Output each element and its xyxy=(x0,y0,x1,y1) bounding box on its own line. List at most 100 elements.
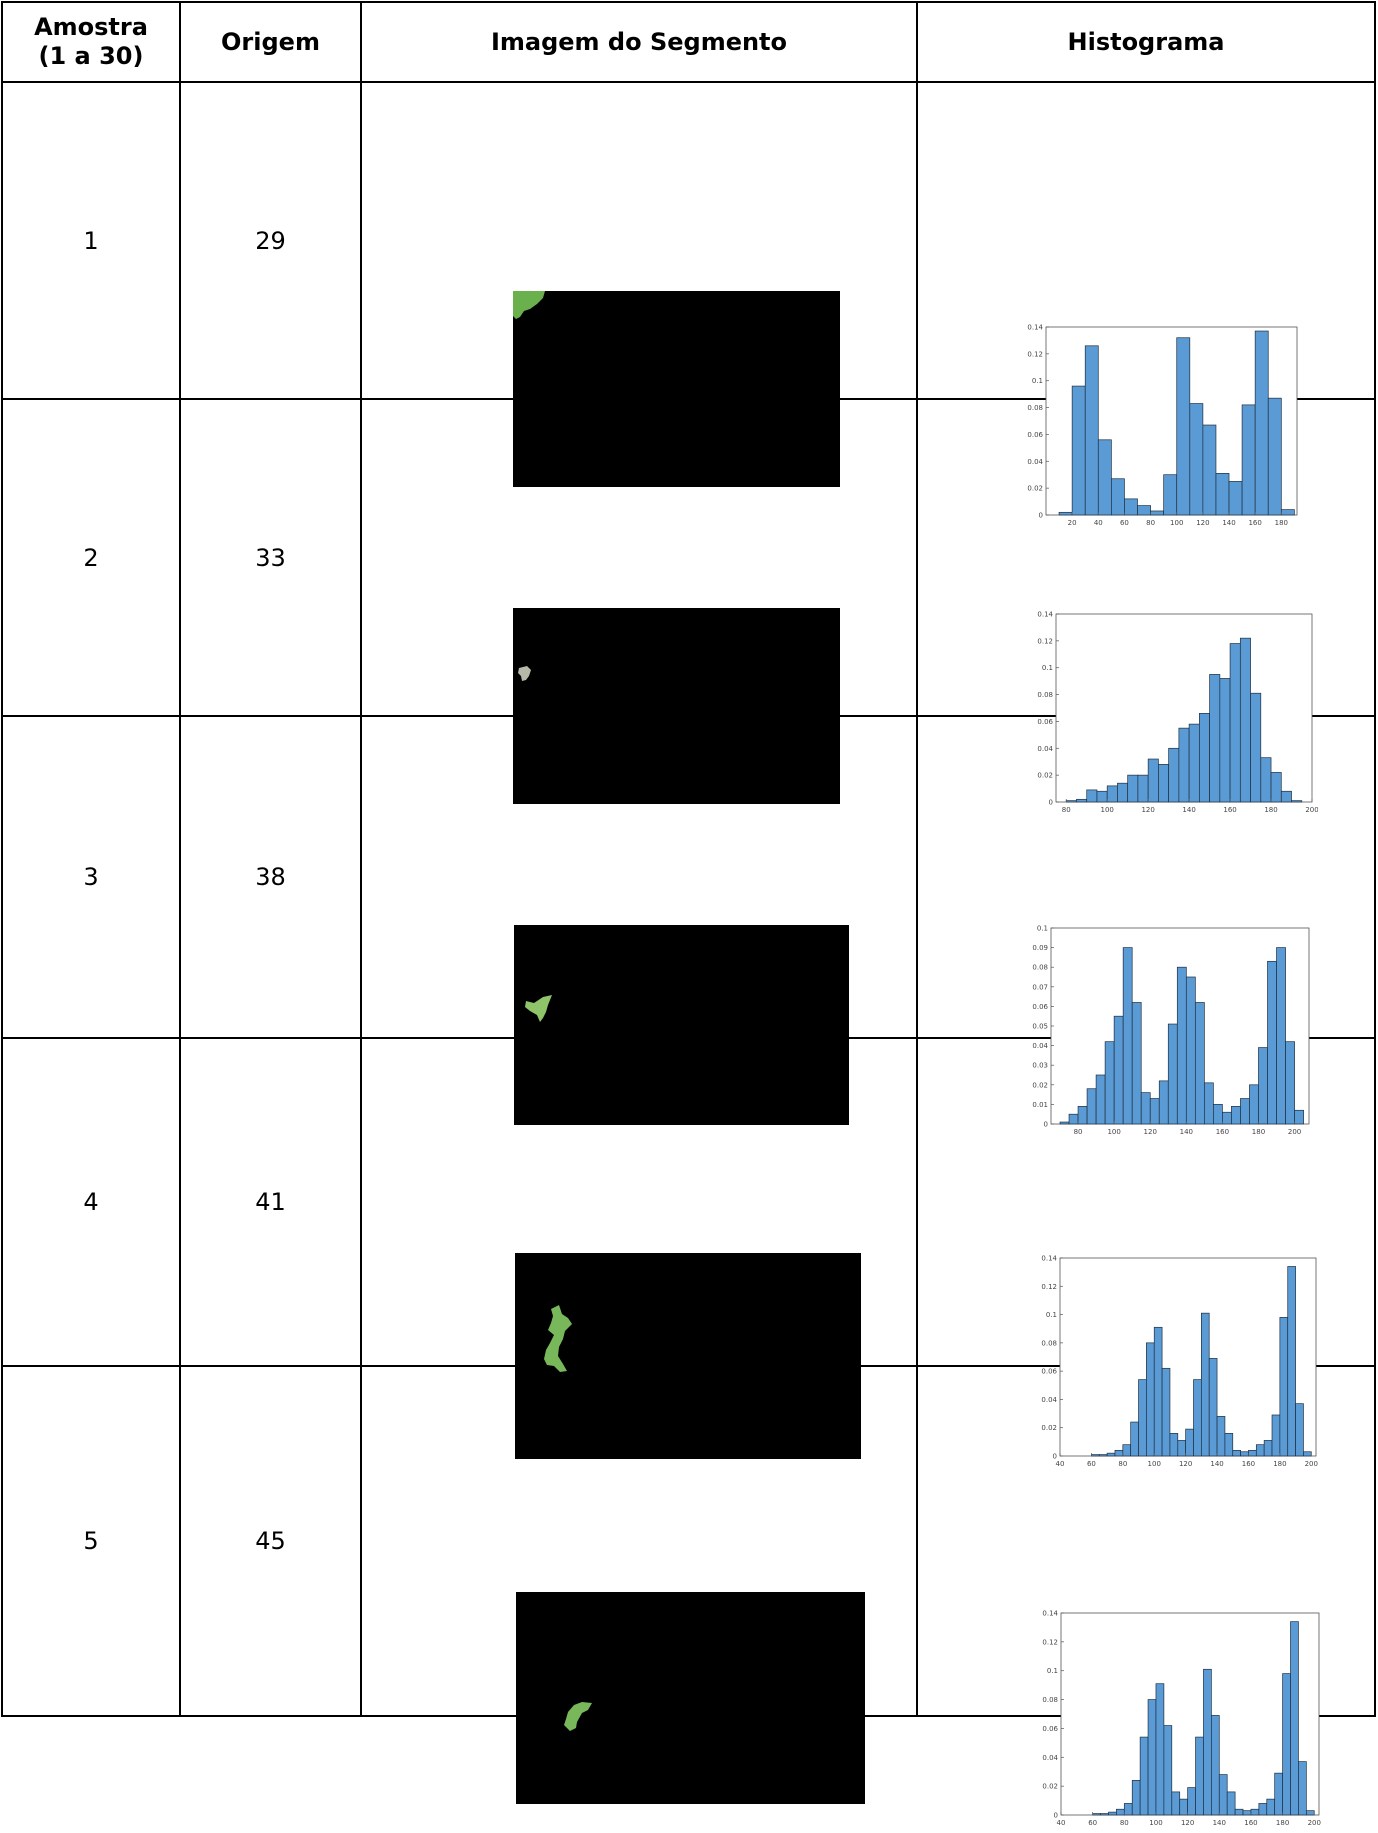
histogram-bar xyxy=(1122,1444,1132,1457)
histogram-bar xyxy=(1178,727,1190,802)
x-tick-label: 140 xyxy=(1213,1819,1226,1827)
histogram-bar xyxy=(1106,1452,1116,1457)
origem-cell: 38 xyxy=(179,715,362,1039)
histogram-bar xyxy=(1248,1449,1257,1457)
histogram-bar xyxy=(1167,1023,1178,1125)
y-tick-label: 0.06 xyxy=(1032,1003,1048,1011)
histogram-bar xyxy=(1108,1811,1117,1816)
histogram-bar xyxy=(1084,344,1099,515)
histogram-bar xyxy=(1185,976,1196,1125)
histogram-bar xyxy=(1200,1312,1210,1457)
y-tick-label: 0.03 xyxy=(1032,1062,1048,1070)
y-tick-label: 0.04 xyxy=(1042,1754,1058,1762)
origem-cell: 33 xyxy=(179,398,362,717)
x-tick-label: 40 xyxy=(1094,519,1103,527)
segment-image-cell xyxy=(360,81,918,487)
leaf-segment-shape xyxy=(518,665,531,681)
histogram-bar xyxy=(1146,1342,1155,1457)
histogram-chart: 40 60 80 100 120 140 160 180 200 0 0.02 0.04 0.06 0.0… xyxy=(1033,1607,1325,1833)
y-tick-label: 0 xyxy=(1044,1121,1048,1129)
y-tick-label: 0.12 xyxy=(1041,1283,1057,1291)
histogram-bar xyxy=(1234,1808,1244,1816)
x-tick-label: 40 xyxy=(1057,1819,1066,1827)
histogram-cell: 40 60 80 100 120 140 160 180 200 0 0.02 0.04 0.06 0.0… xyxy=(916,1037,1376,1468)
histogram-bar xyxy=(1068,1113,1079,1125)
histogram-bar xyxy=(1098,1454,1108,1457)
histogram-bar xyxy=(1224,1433,1234,1457)
histogram-bar xyxy=(1282,1673,1291,1816)
amostra-cell: 3 xyxy=(1,715,181,1039)
x-tick-label: 100 xyxy=(1149,1819,1162,1827)
segment-image-cell xyxy=(360,1037,918,1459)
origem-cell: 29 xyxy=(179,81,362,400)
x-tick-label: 80 xyxy=(1146,519,1155,527)
leaf-segment-shape xyxy=(513,290,545,319)
segment-image-drawing xyxy=(564,1702,592,1731)
histogram-bar xyxy=(1137,504,1151,515)
histogram-bar xyxy=(1106,785,1118,802)
segment-image xyxy=(515,1253,861,1459)
histogram-bar xyxy=(1215,472,1230,515)
amostra-cell: 2 xyxy=(1,398,181,717)
table-row: 4 41 40 60 80 100 120 140 160 180 200 0 0.02 0.04 0.… xyxy=(1,1037,1376,1468)
x-tick-label: 160 xyxy=(1223,806,1236,814)
y-tick-label: 0.12 xyxy=(1027,350,1043,358)
x-tick-label: 160 xyxy=(1216,1128,1229,1136)
histogram-bar xyxy=(1168,747,1180,802)
y-tick-label: 0.06 xyxy=(1041,1368,1057,1376)
histogram-bar xyxy=(1218,1774,1228,1816)
x-tick-label: 100 xyxy=(1107,1128,1120,1136)
histogram-svg: 40 60 80 100 120 140 160 180 200 0 0.02 0.04 0.06 0.0… xyxy=(1042,1610,1321,1828)
histogram-bar xyxy=(1153,1326,1163,1457)
histogram-bar xyxy=(1150,510,1165,515)
x-tick-label: 140 xyxy=(1182,806,1195,814)
y-tick-label: 0.14 xyxy=(1042,1610,1058,1618)
histogram-bar xyxy=(1130,1421,1139,1457)
histogram-bar xyxy=(1263,1440,1273,1457)
histogram-bar xyxy=(1113,1015,1124,1125)
histogram-bar xyxy=(1298,1761,1307,1816)
histogram-bar xyxy=(1127,774,1139,802)
x-tick-label: 180 xyxy=(1275,519,1288,527)
histogram-bar xyxy=(1188,723,1200,802)
histogram-bar xyxy=(1161,1367,1171,1457)
x-tick-label: 140 xyxy=(1222,519,1235,527)
histogram-bar xyxy=(1258,1803,1268,1816)
histogram-bar xyxy=(1295,1403,1304,1457)
histogram-bar xyxy=(1124,498,1138,515)
x-tick-label: 180 xyxy=(1252,1128,1265,1136)
y-tick-label: 0.05 xyxy=(1032,1023,1048,1031)
histogram-bar xyxy=(1123,1803,1133,1816)
amostra-cell: 5 xyxy=(1,1365,181,1717)
x-tick-label: 120 xyxy=(1144,1128,1157,1136)
histogram-bar xyxy=(1104,1041,1115,1125)
x-tick-label: 140 xyxy=(1180,1128,1193,1136)
x-tick-label: 200 xyxy=(1305,1460,1318,1468)
histogram-bar xyxy=(1285,1041,1295,1125)
x-tick-label: 200 xyxy=(1288,1128,1301,1136)
x-tick-label: 180 xyxy=(1276,1819,1289,1827)
histogram-bar xyxy=(1226,1791,1236,1816)
histogram-bar xyxy=(1239,637,1251,802)
y-tick-label: 0.1 xyxy=(1037,925,1048,933)
histogram-bar xyxy=(1149,1098,1160,1125)
y-tick-label: 0.04 xyxy=(1027,457,1043,465)
y-tick-label: 0.04 xyxy=(1041,1396,1057,1404)
amostra-cell: 4 xyxy=(1,1037,181,1367)
x-tick-label: 60 xyxy=(1120,519,1129,527)
y-tick-label: 0 xyxy=(1039,511,1043,519)
histogram-bar xyxy=(1202,424,1217,515)
histogram-bar xyxy=(1111,477,1125,515)
histogram-bar xyxy=(1117,782,1129,802)
histogram-bar xyxy=(1058,511,1073,515)
histogram-bar xyxy=(1270,771,1282,802)
y-tick-label: 0 xyxy=(1053,1453,1057,1461)
x-tick-label: 80 xyxy=(1118,1460,1127,1468)
histogram-bar xyxy=(1203,1668,1212,1816)
header-row: Amostra (1 a 30) Origem Imagem do Segmen… xyxy=(1,1,1376,83)
histogram-bar xyxy=(1140,1092,1151,1125)
segment-image-drawing xyxy=(544,1305,572,1372)
histogram-bar xyxy=(1240,1098,1250,1125)
table-row: 2 33 80 100 120 140 160 180 200 0 0.02 0.04 0.06 0.… xyxy=(1,398,1376,814)
